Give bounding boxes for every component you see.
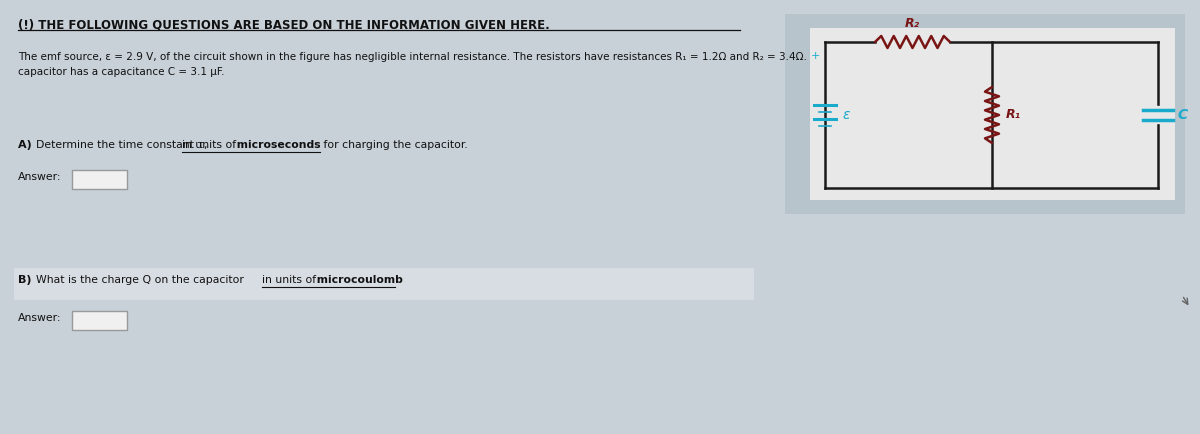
Text: What is the charge Q on the capacitor: What is the charge Q on the capacitor [36,275,247,285]
Text: B): B) [18,275,35,285]
Text: Answer:: Answer: [18,172,61,182]
Text: C: C [1178,108,1188,122]
Text: The emf source, ε = 2.9 V, of the circuit shown in the figure has negligible int: The emf source, ε = 2.9 V, of the circui… [18,52,829,62]
Text: +: + [810,51,820,61]
Text: in units of: in units of [262,275,316,285]
Text: capacitor has a capacitance C = 3.1 μF.: capacitor has a capacitance C = 3.1 μF. [18,67,224,77]
Text: ε: ε [842,108,850,122]
Text: (!) THE FOLLOWING QUESTIONS ARE BASED ON THE INFORMATION GIVEN HERE.: (!) THE FOLLOWING QUESTIONS ARE BASED ON… [18,18,550,31]
Bar [72,170,127,189]
Text: R₂: R₂ [905,17,919,30]
Text: for charging the capacitor.: for charging the capacitor. [320,140,468,150]
Bar [785,14,1186,214]
Text: microcoulomb: microcoulomb [313,275,403,285]
Text: Determine the time constant τ,: Determine the time constant τ, [36,140,211,150]
Bar [72,311,127,330]
Bar [14,268,754,300]
Text: A): A) [18,140,36,150]
Text: in units of: in units of [182,140,236,150]
Text: microseconds: microseconds [233,140,320,150]
Bar [810,28,1175,200]
Text: R₁: R₁ [1006,108,1021,122]
Text: Answer:: Answer: [18,313,61,323]
